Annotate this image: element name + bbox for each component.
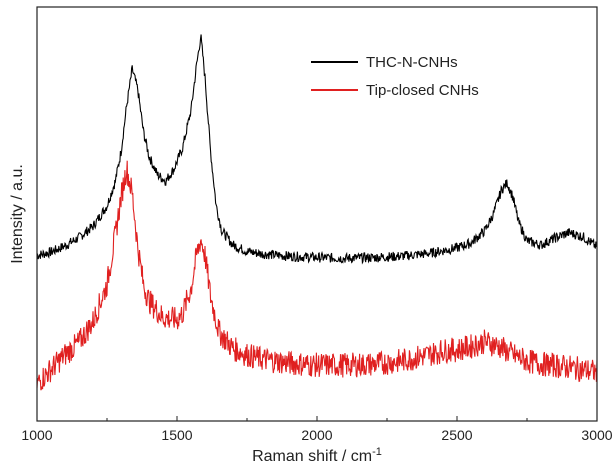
- x-tick-label: 1500: [161, 427, 192, 443]
- legend-label-tip-closed-cnhs: Tip-closed CNHs: [366, 82, 479, 99]
- x-tick-label: 2000: [301, 427, 332, 443]
- x-axis-label: Raman shift / cm-1: [252, 446, 382, 465]
- series-line-1: [36, 160, 598, 391]
- legend: THC-N-CNHs Tip-closed CNHs: [311, 54, 479, 99]
- series-line-0: [36, 34, 598, 265]
- x-tick-label: 3000: [581, 427, 612, 443]
- y-axis-label: Intensity / a.u.: [9, 164, 26, 264]
- legend-label-thc-n-cnhs: THC-N-CNHs: [366, 54, 458, 71]
- x-ticks: 1000 1500 2000 2500 3000: [21, 416, 613, 443]
- x-tick-label: 2500: [441, 427, 472, 443]
- plot-lines: [36, 34, 598, 391]
- x-tick-label: 1000: [21, 427, 52, 443]
